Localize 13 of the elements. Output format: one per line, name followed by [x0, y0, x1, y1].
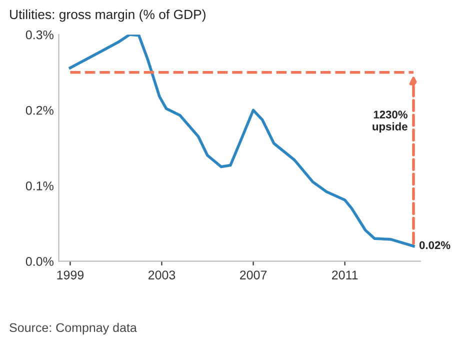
line-series	[68, 34, 415, 248]
annotation: 1230% upside	[372, 110, 408, 133]
x-tick-label: 1999	[57, 270, 84, 280]
y-tick-label: 0.1%	[26, 181, 54, 190]
x-tick-label: 2011	[332, 270, 358, 280]
y-tick-label: 0.0%	[26, 257, 54, 266]
x-tick-label: 2007	[240, 270, 267, 280]
y-tick-label: 0.3%	[26, 30, 54, 40]
x-tick-label: 2003	[148, 270, 176, 280]
chart-title: Utilities: gross margin (% of GDP)	[10, 9, 206, 22]
source-note: Source: Compnay data	[10, 322, 137, 335]
annotation: 0.02%	[419, 241, 450, 250]
y-tick-label: 0.2%	[26, 106, 54, 115]
